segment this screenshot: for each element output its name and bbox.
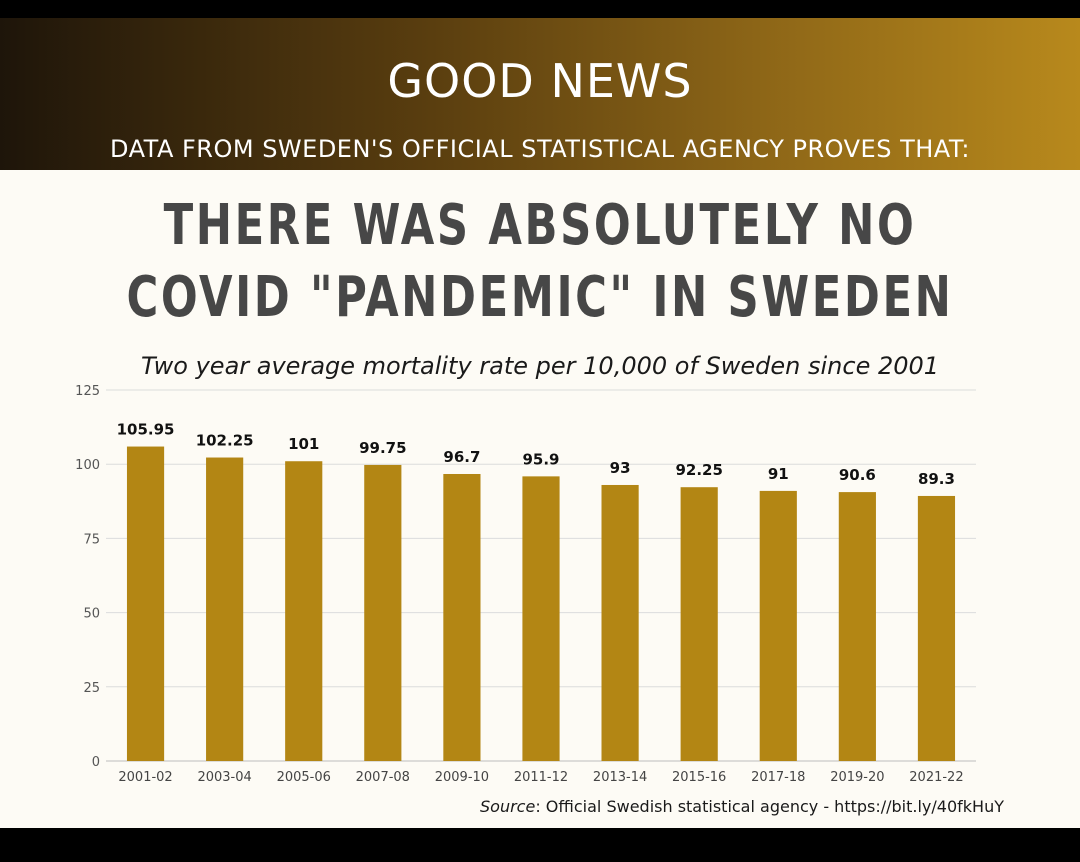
y-tick-label-25: 25 — [83, 681, 100, 696]
x-tick-label-2011-12: 2011-12 — [514, 770, 568, 785]
bottom-black-bar — [0, 828, 1080, 862]
y-tick-label-125: 125 — [75, 384, 100, 399]
data-label-2007-08: 99.75 — [359, 439, 406, 457]
data-label-2001-02: 105.95 — [117, 421, 175, 439]
header-title: GOOD NEWS — [387, 54, 693, 108]
headline-line-2: COVID "PANDEMIC" IN SWEDEN — [126, 265, 954, 330]
top-black-bar — [0, 0, 1080, 18]
data-label-2017-18: 91 — [768, 465, 789, 483]
x-tick-label-2017-18: 2017-18 — [751, 770, 805, 785]
bar-2009-10 — [443, 473, 481, 761]
source-text: : Official Swedish statistical agency - … — [535, 797, 1004, 816]
bar-2011-12 — [522, 476, 560, 761]
x-tick-label-2013-14: 2013-14 — [593, 770, 647, 785]
source-note: Source: Official Swedish statistical age… — [480, 797, 1004, 816]
header-subtitle: DATA FROM SWEDEN'S OFFICIAL STATISTICAL … — [110, 135, 970, 163]
x-tick-label-2009-10: 2009-10 — [435, 770, 489, 785]
data-label-2021-22: 89.3 — [918, 470, 955, 488]
headline: THERE WAS ABSOLUTELY NO COVID "PANDEMIC"… — [76, 190, 1005, 334]
x-tick-label-2021-22: 2021-22 — [909, 770, 963, 785]
data-label-2009-10: 96.7 — [443, 448, 480, 466]
bar-2021-22 — [917, 495, 956, 761]
bar-chart: 0 25 50 75 100 125 105.95 2001-02 102.25 2003-04 1… — [75, 384, 976, 785]
x-tick-label-2007-08: 2007-08 — [356, 770, 410, 785]
y-tick-label-100: 100 — [75, 458, 100, 473]
content-panel: THERE WAS ABSOLUTELY NO COVID "PANDEMIC"… — [0, 170, 1080, 828]
data-label-2003-04: 102.25 — [196, 432, 254, 450]
bar-2007-08 — [364, 464, 402, 761]
bar-2015-16 — [680, 487, 718, 761]
x-tick-label-2001-02: 2001-02 — [118, 770, 172, 785]
data-label-2013-14: 93 — [610, 459, 631, 477]
bar-2017-18 — [759, 490, 797, 761]
data-label-2015-16: 92.25 — [675, 461, 722, 479]
header-banner: GOOD NEWS DATA FROM SWEDEN'S OFFICIAL ST… — [0, 18, 1080, 170]
data-label-2011-12: 95.9 — [522, 450, 559, 468]
y-tick-label-75: 75 — [83, 532, 100, 547]
y-tick-label-50: 50 — [83, 607, 100, 622]
x-tick-label-2005-06: 2005-06 — [277, 770, 331, 785]
data-label-2019-20: 90.6 — [839, 466, 876, 484]
bar-2001-02 — [126, 446, 165, 761]
bar-2013-14 — [601, 484, 639, 761]
x-tick-label-2003-04: 2003-04 — [197, 770, 251, 785]
y-tick-label-0: 0 — [92, 755, 100, 770]
x-tick-label-2015-16: 2015-16 — [672, 770, 726, 785]
bar-2019-20 — [838, 492, 876, 761]
chart-title: Two year average mortality rate per 10,0… — [140, 352, 940, 380]
headline-line-1: THERE WAS ABSOLUTELY NO — [163, 193, 917, 258]
data-label-2005-06: 101 — [288, 435, 319, 453]
source-label: Source — [480, 797, 536, 816]
x-tick-label-2019-20: 2019-20 — [830, 770, 884, 785]
bar-2005-06 — [285, 461, 323, 761]
bar-2003-04 — [206, 457, 244, 761]
